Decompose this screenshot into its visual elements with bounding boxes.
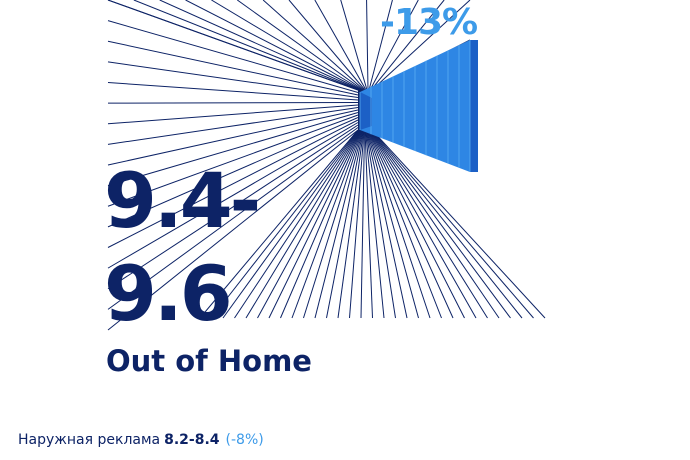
perspective-ray: [370, 129, 523, 319]
perspective-ray: [107, 104, 359, 125]
perspective-ray: [107, 117, 359, 228]
perspective-ray: [107, 109, 359, 166]
perspective-ray: [107, 122, 359, 269]
perspective-ray: [211, 129, 359, 319]
box-inner-face: [360, 92, 372, 130]
perspective-ray: [107, 127, 359, 310]
perspective-ray: [159, 0, 361, 91]
perspective-ray: [262, 0, 365, 91]
box-side-face: [470, 40, 478, 172]
perspective-ray: [369, 129, 500, 319]
perspective-ray: [107, 114, 359, 207]
perspective-ray: [366, 129, 419, 319]
perspective-ray: [107, 124, 359, 290]
perspective-ray: [364, 129, 385, 319]
perspective-ray: [364, 129, 373, 319]
perspective-ray: [107, 112, 359, 187]
perspective-ray: [340, 0, 368, 91]
perspective-ray: [360, 129, 366, 319]
perspective-ray: [369, 129, 488, 319]
perspective-ray: [199, 129, 359, 319]
perspective-ray: [185, 0, 362, 91]
value-range-line2: 9.6: [104, 249, 233, 338]
perspective-ray: [133, 0, 360, 91]
perspective-ray: [367, 129, 442, 319]
perspective-ray: [368, 129, 465, 319]
perspective-ray: [107, 129, 359, 331]
perspective-ray: [107, 119, 359, 248]
perspective-ray: [107, 0, 359, 91]
perspective-ray: [337, 129, 365, 319]
footer-value: 8.2-8.4: [164, 432, 220, 448]
perspective-ray: [107, 107, 359, 145]
perspective-ray: [280, 129, 362, 319]
perspective-ray: [326, 129, 364, 319]
perspective-ray: [371, 129, 546, 319]
perspective-ray: [234, 129, 360, 319]
perspective-ray: [107, 102, 359, 104]
change-percent: -13%: [380, 2, 478, 43]
footer-label: Наружная реклама: [18, 432, 161, 448]
perspective-ray: [236, 0, 364, 91]
perspective-ray: [366, 0, 369, 91]
blue-box-highlight: [359, 40, 478, 172]
perspective-ray: [107, 82, 359, 101]
perspective-ray: [268, 129, 362, 319]
perspective-ray: [107, 20, 359, 93]
perspective-ray: [365, 129, 408, 319]
perspective-ray: [370, 0, 445, 91]
perspective-ray: [291, 129, 363, 319]
perspective-ray: [365, 129, 396, 319]
perspective-ray: [257, 129, 361, 319]
perspective-ray: [370, 129, 511, 319]
perspective-ray: [349, 129, 365, 319]
perspective-ray: [288, 0, 366, 91]
category-label: Out of Home: [106, 344, 312, 378]
perspective-ray: [303, 129, 363, 319]
perspective-ray: [314, 0, 367, 91]
value-range-line1: 9.4-: [104, 156, 261, 245]
perspective-ray: [107, 61, 359, 98]
perspective-ray: [366, 129, 431, 319]
perspective-ray: [371, 0, 471, 91]
perspective-ray: [211, 0, 363, 91]
box-front-face: [360, 40, 478, 172]
footer-change: (-8%): [225, 432, 264, 448]
perspective-ray: [368, 129, 477, 319]
perspective-ray: [368, 0, 393, 91]
perspective-ray: [367, 129, 454, 319]
footer-line: Наружная реклама 8.2-8.4 (-8%): [18, 432, 264, 448]
perspective-ray: [222, 129, 360, 319]
perspective-ray: [371, 129, 534, 319]
perspective-ray: [245, 129, 361, 319]
perspective-ray: [314, 129, 364, 319]
perspective-ray: [107, 40, 359, 96]
perspective-ray: [369, 0, 419, 91]
